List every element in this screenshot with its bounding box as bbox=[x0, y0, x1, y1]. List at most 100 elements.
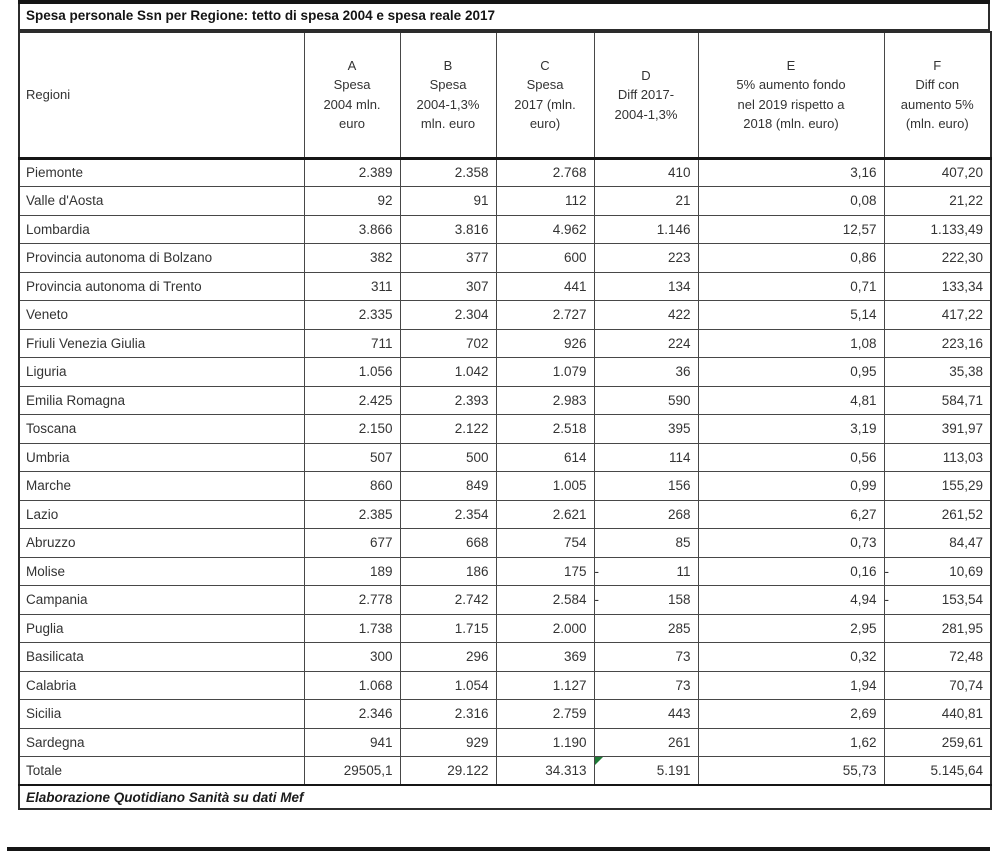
value-cell-d: 5.191 bbox=[593, 756, 699, 786]
value-cell-a: 3.866 bbox=[303, 214, 401, 244]
value-cell-c: 441 bbox=[495, 271, 595, 301]
value-cell-c: 2.768 bbox=[495, 157, 595, 187]
value-cell-e: 3,16 bbox=[697, 157, 885, 187]
region-name-cell: Molise bbox=[18, 556, 305, 586]
table-row: Friuli Venezia Giulia 711 702 926 224 1,08 223… bbox=[18, 328, 992, 358]
column-header-c: C Spesa 2017 (mln. euro) bbox=[495, 31, 595, 160]
value-cell-e: 0,08 bbox=[697, 186, 885, 216]
value-cell-b: 3.816 bbox=[399, 214, 497, 244]
table-row: Liguria 1.056 1.042 1.079 36 0,95 35,38 bbox=[18, 357, 992, 387]
value-cell-c: 175 bbox=[495, 556, 595, 586]
value-cell-d: -11 bbox=[593, 556, 699, 586]
value-cell-a: 311 bbox=[303, 271, 401, 301]
table-row: Marche 860 849 1.005 156 0,99 155,29 bbox=[18, 471, 992, 501]
value-cell-c: 1.190 bbox=[495, 727, 595, 757]
table-row: Abruzzo 677 668 754 85 0,73 84,47 bbox=[18, 528, 992, 558]
column-header-f: F Diff con aumento 5% (mln. euro) bbox=[883, 31, 992, 160]
table-footer: Elaborazione Quotidiano Sanità su dati M… bbox=[18, 784, 992, 810]
table-row: Lazio 2.385 2.354 2.621 268 6,27 261,52 bbox=[18, 499, 992, 529]
value-cell-d: 156 bbox=[593, 471, 699, 501]
table-row: Sicilia 2.346 2.316 2.759 443 2,69 440,81 bbox=[18, 699, 992, 729]
value-cell-e: 2,69 bbox=[697, 699, 885, 729]
value-cell-e: 0,56 bbox=[697, 442, 885, 472]
region-name-cell: Lazio bbox=[18, 499, 305, 529]
header-row: Regioni A Spesa 2004 mln. euro B Spesa 2… bbox=[18, 31, 992, 160]
value-cell-b: 186 bbox=[399, 556, 497, 586]
value-cell-c: 2.000 bbox=[495, 613, 595, 643]
value-cell-e: 6,27 bbox=[697, 499, 885, 529]
value-cell-a: 1.738 bbox=[303, 613, 401, 643]
table-title: Spesa personale Ssn per Regione: tetto d… bbox=[18, 4, 990, 31]
value-cell-b: 377 bbox=[399, 243, 497, 273]
value-cell-f: 407,20 bbox=[883, 157, 992, 187]
region-name-cell: Provincia autonoma di Trento bbox=[18, 271, 305, 301]
region-name-cell: Marche bbox=[18, 471, 305, 501]
value-cell-c: 600 bbox=[495, 243, 595, 273]
value-cell-c: 2.759 bbox=[495, 699, 595, 729]
region-name-cell: Piemonte bbox=[18, 157, 305, 187]
region-name-cell: Campania bbox=[18, 585, 305, 615]
value-cell-d: 85 bbox=[593, 528, 699, 558]
value-cell-c: 614 bbox=[495, 442, 595, 472]
value-cell-c: 2.621 bbox=[495, 499, 595, 529]
region-name-cell: Veneto bbox=[18, 300, 305, 330]
value-cell-a: 29505,1 bbox=[303, 756, 401, 786]
value-cell-d: 73 bbox=[593, 642, 699, 672]
region-name-cell: Provincia autonoma di Bolzano bbox=[18, 243, 305, 273]
value-cell-e: 12,57 bbox=[697, 214, 885, 244]
table-row: Molise 189 186 175-11 0,16-10,69 bbox=[18, 556, 992, 586]
value-cell-c: 1.127 bbox=[495, 670, 595, 700]
value-cell-f: 35,38 bbox=[883, 357, 992, 387]
value-cell-f: -153,54 bbox=[883, 585, 992, 615]
value-cell-f: 70,74 bbox=[883, 670, 992, 700]
value-cell-f: 72,48 bbox=[883, 642, 992, 672]
value-cell-d: 410 bbox=[593, 157, 699, 187]
value-cell-d: 134 bbox=[593, 271, 699, 301]
value-cell-b: 2.358 bbox=[399, 157, 497, 187]
value-cell-d: 443 bbox=[593, 699, 699, 729]
value-cell-a: 92 bbox=[303, 186, 401, 216]
value-cell-c: 34.313 bbox=[495, 756, 595, 786]
value-cell-e: 0,99 bbox=[697, 471, 885, 501]
value-cell-b: 2.393 bbox=[399, 385, 497, 415]
value-cell-e: 0,16 bbox=[697, 556, 885, 586]
value-cell-b: 668 bbox=[399, 528, 497, 558]
value-cell-a: 189 bbox=[303, 556, 401, 586]
negative-sign: - bbox=[594, 563, 599, 579]
value-cell-a: 860 bbox=[303, 471, 401, 501]
value-cell-f: 155,29 bbox=[883, 471, 992, 501]
value-cell-c: 369 bbox=[495, 642, 595, 672]
value-cell-b: 2.304 bbox=[399, 300, 497, 330]
value-cell-d: -158 bbox=[593, 585, 699, 615]
value-cell-a: 2.346 bbox=[303, 699, 401, 729]
table-header: Regioni A Spesa 2004 mln. euro B Spesa 2… bbox=[18, 31, 992, 160]
value-cell-e: 1,08 bbox=[697, 328, 885, 358]
region-name-cell: Basilicata bbox=[18, 642, 305, 672]
value-cell-e: 1,62 bbox=[697, 727, 885, 757]
value-cell-f: 1.133,49 bbox=[883, 214, 992, 244]
table-row: Provincia autonoma di Bolzano 382 377 600 22… bbox=[18, 243, 992, 273]
table-row: Puglia 1.738 1.715 2.000 285 2,95 281,95 bbox=[18, 613, 992, 643]
value-cell-a: 2.385 bbox=[303, 499, 401, 529]
value-cell-e: 0,71 bbox=[697, 271, 885, 301]
value-cell-b: 2.742 bbox=[399, 585, 497, 615]
value-cell-f: 391,97 bbox=[883, 414, 992, 444]
region-name-cell: Puglia bbox=[18, 613, 305, 643]
region-name-cell: Calabria bbox=[18, 670, 305, 700]
value-cell-b: 307 bbox=[399, 271, 497, 301]
table-row: Sardegna 941 929 1.190 261 1,62 259,61 bbox=[18, 727, 992, 757]
value-cell-a: 382 bbox=[303, 243, 401, 273]
value-cell-c: 2.983 bbox=[495, 385, 595, 415]
value-cell-f: 259,61 bbox=[883, 727, 992, 757]
value-cell-c: 1.005 bbox=[495, 471, 595, 501]
value-cell-e: 0,86 bbox=[697, 243, 885, 273]
value-cell-b: 500 bbox=[399, 442, 497, 472]
value-cell-f: 84,47 bbox=[883, 528, 992, 558]
source-note: Elaborazione Quotidiano Sanità su dati M… bbox=[18, 784, 992, 810]
value-cell-a: 2.425 bbox=[303, 385, 401, 415]
formula-warning-triangle-icon bbox=[595, 757, 603, 765]
value-cell-b: 702 bbox=[399, 328, 497, 358]
value-cell-f: 261,52 bbox=[883, 499, 992, 529]
value-cell-e: 0,32 bbox=[697, 642, 885, 672]
totale-row: Totale 29505,1 29.122 34.313 5.191 55,73 5.145… bbox=[18, 756, 992, 786]
